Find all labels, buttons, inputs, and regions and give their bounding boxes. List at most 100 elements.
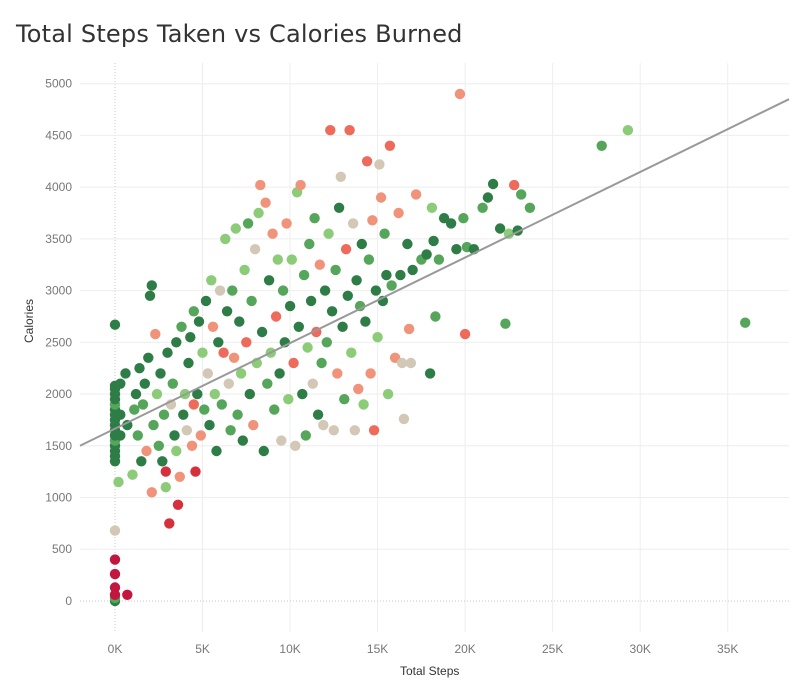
data-point xyxy=(249,244,261,255)
data-point xyxy=(172,499,184,510)
data-point xyxy=(227,285,238,296)
data-point xyxy=(192,388,203,400)
data-point xyxy=(403,323,415,335)
data-point xyxy=(157,456,168,467)
data-points xyxy=(109,88,751,607)
data-point xyxy=(379,228,390,239)
data-point xyxy=(281,218,292,229)
data-point xyxy=(365,368,376,379)
data-point xyxy=(148,419,159,431)
data-point xyxy=(339,394,350,405)
data-point xyxy=(312,409,324,420)
data-point xyxy=(202,368,213,379)
data-point xyxy=(232,409,243,420)
data-point xyxy=(228,352,240,363)
data-point xyxy=(482,192,494,203)
data-point xyxy=(295,179,306,191)
data-point xyxy=(221,306,233,317)
data-point xyxy=(162,347,173,358)
data-point xyxy=(326,306,338,317)
data-point xyxy=(396,357,408,369)
data-point xyxy=(284,300,296,312)
data-point xyxy=(375,192,387,203)
data-point xyxy=(239,264,250,276)
data-point xyxy=(328,425,339,436)
data-point xyxy=(190,466,201,477)
data-point xyxy=(381,269,392,281)
data-point xyxy=(171,337,182,348)
data-point xyxy=(244,388,255,400)
data-point xyxy=(242,218,254,229)
data-point xyxy=(500,318,511,329)
data-point xyxy=(167,378,178,389)
data-point xyxy=(248,419,259,431)
data-point xyxy=(160,482,171,493)
data-point xyxy=(395,269,406,281)
data-point xyxy=(405,357,417,369)
data-point xyxy=(129,404,140,415)
data-point xyxy=(160,466,171,477)
data-point xyxy=(115,378,126,389)
data-point xyxy=(451,244,462,255)
data-point xyxy=(200,295,212,307)
data-point xyxy=(335,171,346,182)
data-point xyxy=(256,326,268,338)
data-point xyxy=(139,378,150,389)
y-tick-label: 5000 xyxy=(45,77,72,91)
data-point xyxy=(277,285,289,296)
data-point xyxy=(318,419,329,431)
data-point xyxy=(487,178,499,190)
data-point xyxy=(109,582,121,593)
data-point xyxy=(136,456,147,467)
x-tick-label: 25K xyxy=(542,642,563,656)
grid xyxy=(80,63,789,632)
data-point xyxy=(262,378,273,389)
data-point xyxy=(740,317,751,328)
data-point xyxy=(386,280,397,291)
data-point xyxy=(353,383,364,395)
data-point xyxy=(433,254,445,265)
x-tick-label: 15K xyxy=(367,642,388,656)
data-point xyxy=(169,430,180,441)
data-point xyxy=(178,409,189,420)
data-point xyxy=(300,430,311,441)
data-point xyxy=(344,125,355,136)
data-point xyxy=(319,285,331,296)
data-point xyxy=(398,413,410,425)
data-point xyxy=(171,445,182,457)
data-point xyxy=(426,202,438,213)
data-point xyxy=(314,259,325,270)
x-tick-label: 0K xyxy=(108,642,123,656)
data-point xyxy=(332,368,343,379)
data-point xyxy=(269,404,280,415)
data-point xyxy=(109,525,121,536)
data-point xyxy=(370,285,382,296)
data-point xyxy=(188,306,199,317)
y-tick-label: 1500 xyxy=(45,439,72,453)
chart-title: Total Steps Taken vs Calories Burned xyxy=(16,20,463,48)
data-point xyxy=(134,363,145,374)
data-point xyxy=(622,125,634,136)
data-point xyxy=(321,337,332,348)
data-point xyxy=(458,213,469,224)
data-point xyxy=(524,202,536,213)
data-point xyxy=(220,233,231,245)
y-tick-label: 4500 xyxy=(45,128,72,142)
data-point xyxy=(237,435,248,446)
x-tick-label: 20K xyxy=(454,642,475,656)
data-point xyxy=(402,238,413,250)
data-point xyxy=(216,399,227,410)
data-point xyxy=(267,228,278,239)
data-point xyxy=(374,159,385,170)
data-point xyxy=(407,264,418,276)
x-axis-label: Total Steps xyxy=(400,664,460,678)
data-point xyxy=(305,295,317,307)
data-point xyxy=(384,140,396,151)
data-point xyxy=(367,215,378,226)
data-point xyxy=(351,275,362,286)
y-tick-label: 2500 xyxy=(45,335,72,349)
data-point xyxy=(120,368,131,379)
data-point xyxy=(155,368,166,379)
data-point xyxy=(340,244,352,255)
